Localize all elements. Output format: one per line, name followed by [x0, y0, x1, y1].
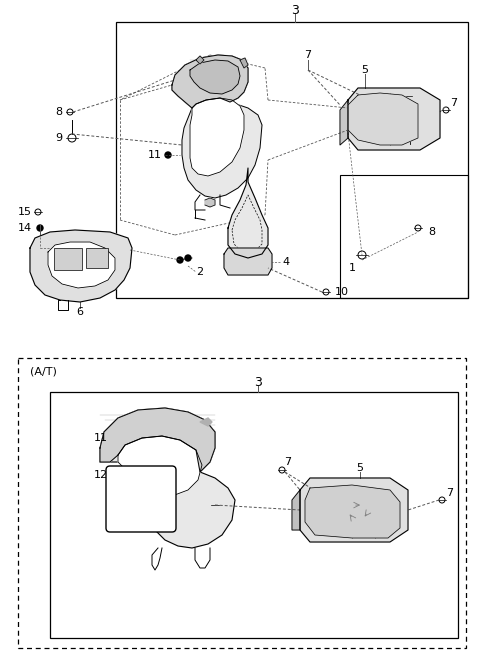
Polygon shape	[305, 485, 400, 538]
Bar	[86, 248, 108, 268]
Circle shape	[230, 264, 234, 268]
Polygon shape	[300, 478, 408, 542]
Bar	[340, 175, 468, 298]
Polygon shape	[48, 242, 115, 288]
Text: 9: 9	[55, 133, 62, 143]
Bar	[18, 358, 466, 648]
Polygon shape	[100, 408, 215, 472]
Polygon shape	[240, 58, 248, 68]
Polygon shape	[172, 55, 262, 198]
Polygon shape	[340, 100, 348, 145]
Polygon shape	[205, 198, 215, 207]
Circle shape	[177, 257, 183, 263]
Bar	[116, 22, 468, 298]
Text: 7: 7	[304, 50, 312, 60]
Text: 5: 5	[361, 65, 369, 75]
Bar	[50, 392, 458, 638]
Polygon shape	[200, 418, 212, 426]
Polygon shape	[348, 88, 440, 150]
Circle shape	[262, 264, 266, 268]
Text: 12: 12	[94, 470, 108, 480]
Text: 7: 7	[450, 98, 457, 108]
Polygon shape	[228, 168, 268, 258]
Circle shape	[306, 528, 310, 532]
Text: 2: 2	[196, 267, 203, 277]
Circle shape	[115, 435, 121, 441]
Bar	[54, 248, 82, 270]
Polygon shape	[190, 98, 244, 176]
Polygon shape	[172, 55, 248, 108]
Text: 15: 15	[18, 207, 32, 217]
Polygon shape	[30, 230, 132, 302]
Text: 7: 7	[285, 457, 291, 467]
Text: 7: 7	[446, 488, 453, 498]
Text: 11: 11	[94, 433, 108, 443]
Text: 10: 10	[335, 287, 349, 297]
Text: 5: 5	[357, 463, 363, 473]
Text: 3: 3	[254, 375, 262, 388]
Circle shape	[185, 255, 191, 261]
Text: 8: 8	[428, 227, 435, 237]
Polygon shape	[224, 248, 272, 275]
Polygon shape	[348, 93, 418, 145]
Polygon shape	[190, 60, 240, 94]
FancyBboxPatch shape	[106, 466, 176, 532]
Text: 3: 3	[291, 3, 299, 16]
Text: 1: 1	[348, 263, 356, 273]
Text: 4: 4	[282, 257, 289, 267]
Text: 6: 6	[76, 307, 84, 317]
Circle shape	[37, 225, 43, 231]
Text: 11: 11	[148, 150, 162, 160]
Text: 14: 14	[18, 223, 32, 233]
Polygon shape	[118, 436, 202, 496]
Circle shape	[165, 152, 171, 158]
Polygon shape	[196, 56, 204, 64]
Text: 8: 8	[55, 107, 62, 117]
Polygon shape	[292, 490, 300, 530]
Polygon shape	[100, 408, 235, 548]
Text: (A/T): (A/T)	[30, 367, 57, 377]
